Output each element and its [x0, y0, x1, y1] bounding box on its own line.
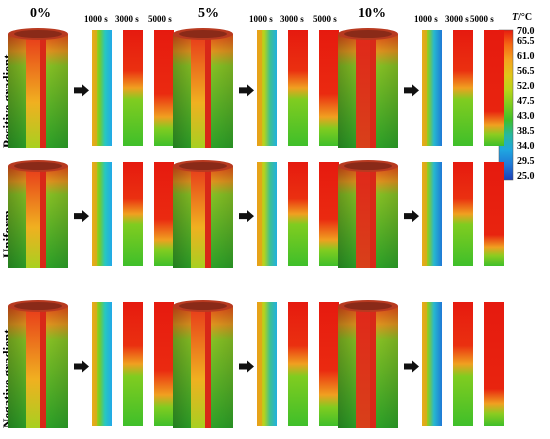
profile-strip-5000s	[154, 302, 174, 426]
time-label-3000s: 3000 s	[115, 14, 139, 24]
colorbar-title-symbol: T	[512, 12, 519, 23]
profile-strip-3000s	[123, 30, 143, 146]
colorbar-tick: 38.5	[517, 126, 535, 137]
time-label-1000s: 1000 s	[414, 14, 438, 24]
time-label-5000s: 5000 s	[148, 14, 172, 24]
profile-strip-5000s	[319, 162, 339, 266]
profile-strip-5000s	[484, 30, 504, 146]
profile-strip-1000s-edge	[257, 162, 262, 266]
cylinder-core	[205, 306, 211, 428]
arrow-icon	[74, 210, 89, 223]
cylinder-top-inner	[179, 30, 227, 38]
profile-strip-5000s	[154, 30, 174, 146]
cylinder-inner-wall	[356, 166, 370, 268]
profile-strip-3000s	[453, 30, 473, 146]
cylinder-core	[370, 306, 376, 428]
profile-strip-3000s	[288, 162, 308, 266]
cylinder-inner-wall	[191, 34, 205, 148]
cylinder-top-inner	[179, 302, 227, 310]
cylinder-inner-wall	[191, 306, 205, 428]
cylinder-core	[370, 166, 376, 268]
cylinder-core	[40, 166, 46, 268]
profile-strip-3000s	[453, 302, 473, 426]
time-label-3000s: 3000 s	[445, 14, 469, 24]
cylinder-inner-wall	[26, 306, 40, 428]
cylinder-core	[370, 34, 376, 148]
arrow-icon	[239, 360, 254, 373]
profile-strip-1000s-edge	[92, 162, 97, 266]
cylinder-core	[40, 306, 46, 428]
profile-strip-1000s-edge	[92, 30, 97, 146]
time-label-5000s: 5000 s	[313, 14, 337, 24]
colorbar-title: T/°C	[512, 12, 532, 23]
cylinder-inner-wall	[26, 166, 40, 268]
cylinder-top-inner	[14, 162, 62, 170]
cylinder-inner-wall	[356, 306, 370, 428]
profile-strip-3000s	[123, 162, 143, 266]
profile-strip-5000s	[319, 30, 339, 146]
colorbar-tick: 65.5	[517, 36, 535, 47]
time-label-5000s: 5000 s	[470, 14, 494, 24]
profile-strip-5000s	[154, 162, 174, 266]
cylinder-top-inner	[14, 30, 62, 38]
arrow-icon	[239, 84, 254, 97]
time-label-1000s: 1000 s	[84, 14, 108, 24]
arrow-icon	[404, 84, 419, 97]
profile-strip-3000s	[123, 302, 143, 426]
arrow-icon	[404, 360, 419, 373]
cylinder-core	[205, 34, 211, 148]
profile-strip-1000s-edge	[422, 162, 427, 266]
profile-strip-3000s	[288, 302, 308, 426]
profile-strip-1000s-edge	[257, 302, 262, 426]
cylinder-top-inner	[344, 302, 392, 310]
colorbar-tick: 25.0	[517, 171, 535, 182]
colorbar-title-unit: /°C	[518, 12, 533, 23]
profile-strip-1000s-edge	[257, 30, 262, 146]
arrow-icon	[239, 210, 254, 223]
colorbar-tick: 29.5	[517, 156, 535, 167]
profile-strip-3000s	[453, 162, 473, 266]
column-header-10pct: 10%	[358, 6, 386, 21]
colorbar-tick: 34.0	[517, 141, 535, 152]
arrow-icon	[74, 84, 89, 97]
colorbar-tick: 47.5	[517, 96, 535, 107]
colorbar-tick: 43.0	[517, 111, 535, 122]
profile-strip-1000s-edge	[92, 302, 97, 426]
arrow-icon	[404, 210, 419, 223]
profile-strip-5000s	[319, 302, 339, 426]
profile-strip-3000s	[288, 30, 308, 146]
cylinder-core	[205, 166, 211, 268]
profile-strip-1000s-edge	[422, 302, 427, 426]
profile-strip-5000s	[484, 302, 504, 426]
colorbar-tick: 52.0	[517, 81, 535, 92]
cylinder-top-inner	[179, 162, 227, 170]
colorbar-tick: 61.0	[517, 51, 535, 62]
time-label-3000s: 3000 s	[280, 14, 304, 24]
colorbar-tick: 70.0	[517, 26, 535, 37]
column-header-0pct: 0%	[30, 6, 51, 21]
cylinder-top-inner	[344, 162, 392, 170]
column-header-5pct: 5%	[198, 6, 219, 21]
profile-strip-1000s-edge	[422, 30, 427, 146]
arrow-icon	[74, 360, 89, 373]
profile-strip-5000s	[484, 162, 504, 266]
cylinder-top-inner	[14, 302, 62, 310]
cylinder-core	[40, 34, 46, 148]
cylinder-inner-wall	[356, 34, 370, 148]
cylinder-inner-wall	[26, 34, 40, 148]
colorbar-tick: 56.5	[517, 66, 535, 77]
time-label-1000s: 1000 s	[249, 14, 273, 24]
cylinder-top-inner	[344, 30, 392, 38]
cylinder-inner-wall	[191, 166, 205, 268]
